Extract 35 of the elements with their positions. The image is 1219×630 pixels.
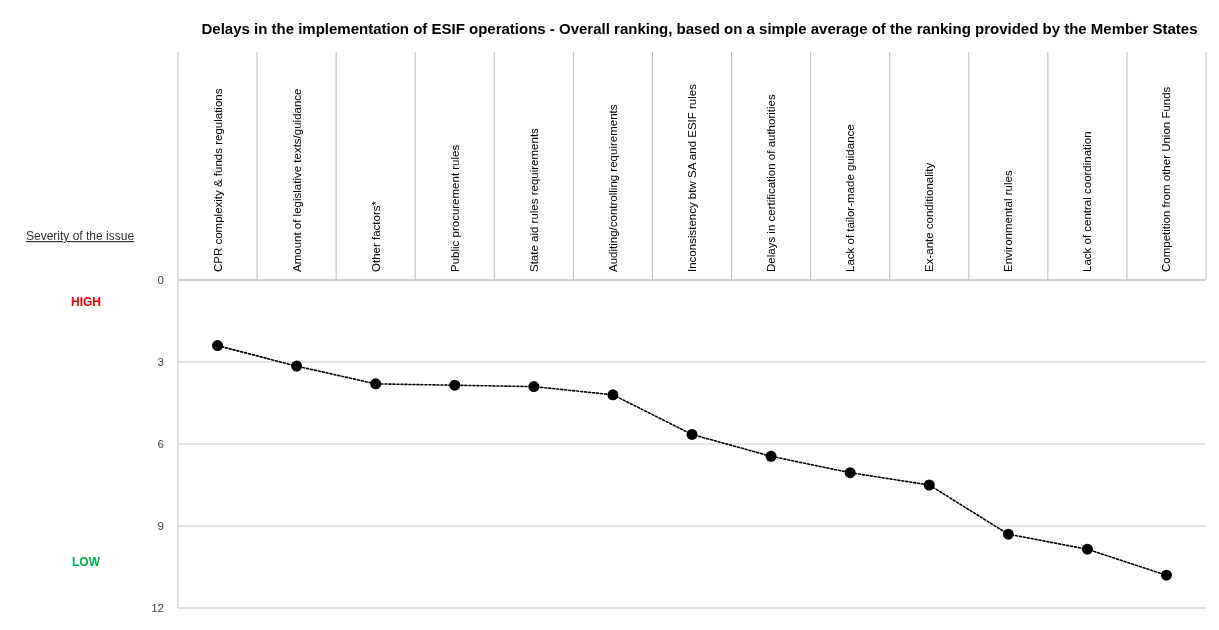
point <box>291 360 303 372</box>
x-tick-label: Environmental rules <box>1002 170 1015 272</box>
point <box>765 450 777 462</box>
x-tick-label: State aid rules requirements <box>527 127 540 272</box>
point <box>1160 569 1172 581</box>
x-tick-label: Other factors* <box>369 200 382 272</box>
point <box>528 381 540 393</box>
x-tick-label: Competition from other Union Funds <box>1160 86 1173 272</box>
point <box>607 389 619 401</box>
point <box>1002 528 1014 540</box>
x-tick-label: Auditing/controlling requirements <box>606 104 619 272</box>
x-tick-label: Inconsistency btw SA and ESIF rules <box>686 83 698 272</box>
x-tick-label: Lack of central coordination <box>1081 131 1094 272</box>
y-tick-label: 9 <box>157 520 164 532</box>
y-tick-label: 12 <box>151 602 164 614</box>
y-axis-title: Severity of the issue <box>26 229 135 243</box>
point <box>212 340 224 352</box>
point <box>686 428 698 440</box>
x-tick-label: Delays in certification of authorities <box>765 94 778 272</box>
x-tick-label: Public procurement rules <box>448 144 461 272</box>
y-tick-label: 0 <box>157 274 164 286</box>
point <box>449 379 461 391</box>
text: HIGH <box>71 294 101 309</box>
point <box>1081 543 1093 555</box>
point <box>923 479 935 491</box>
chart-title: Delays in the implementation of ESIF operations - Overall ranking, based on a simple average of the ranking provided by the Member States <box>201 20 1198 37</box>
y-tick-label: 6 <box>157 438 164 450</box>
x-tick-label: Amount of legislative texts/guidance <box>290 88 303 272</box>
y-tick-label: 3 <box>157 356 164 368</box>
x-tick-label: Lack of tailor-made guidance <box>844 124 857 272</box>
point <box>844 467 856 479</box>
text: LOW <box>72 554 101 569</box>
x-tick-label: CPR complexity & funds regulations <box>211 88 224 272</box>
point <box>370 378 382 390</box>
x-tick-label: Ex-ante conditionality <box>923 162 936 272</box>
